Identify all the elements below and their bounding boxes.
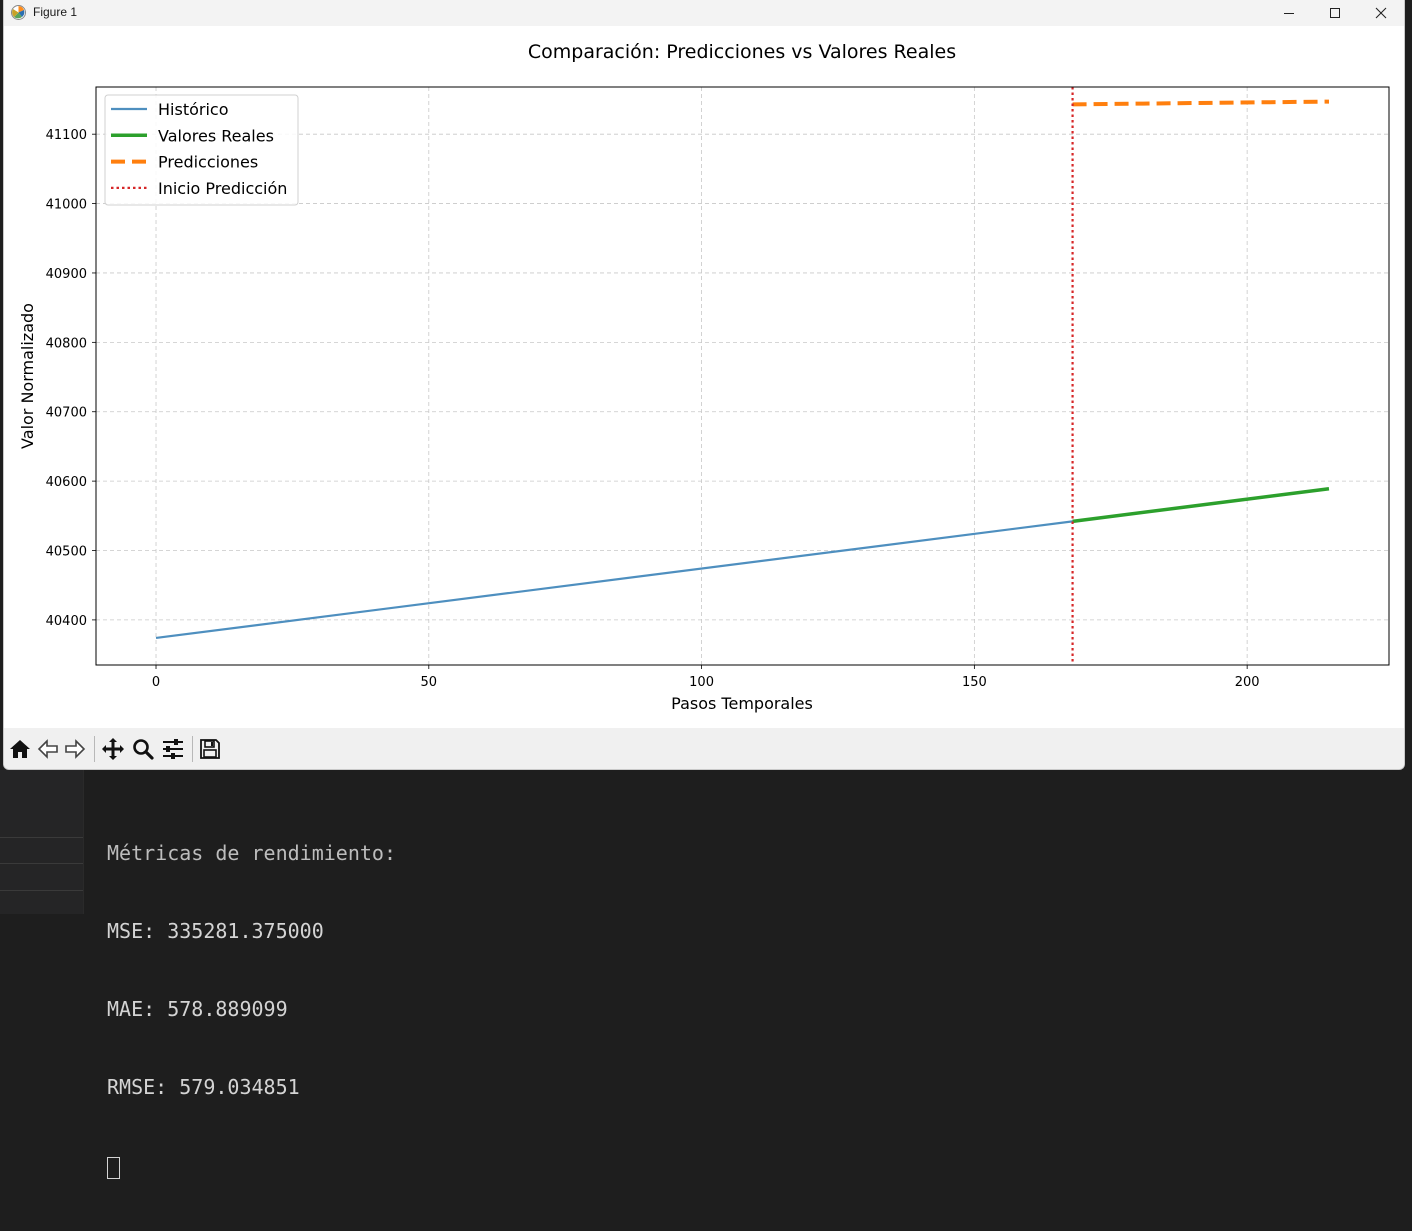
grid: [96, 87, 1389, 665]
navigation-toolbar: [4, 728, 1404, 769]
terminal-sidebar: [0, 770, 84, 914]
x-tick-label: 50: [421, 675, 438, 690]
terminal-panel: Métricas de rendimiento: MSE: 335281.375…: [0, 770, 1412, 1179]
y-tick-label: 40600: [46, 475, 87, 490]
title-bar[interactable]: Figure 1: [4, 0, 1404, 26]
y-tick-label: 40400: [46, 614, 87, 629]
legend-label: Predicciones: [158, 153, 258, 172]
toolbar-separator: [94, 736, 95, 762]
terminal-line: RMSE: 579.034851: [107, 1075, 300, 1099]
series-layer: [155, 87, 1330, 665]
terminal-line: Métricas de rendimiento:: [107, 841, 396, 865]
configure-subplots-button[interactable]: [160, 736, 186, 762]
legend-label: Histórico: [158, 100, 228, 119]
minimize-icon: [1284, 13, 1294, 14]
home-icon: [10, 740, 30, 758]
y-tick-label: 41100: [46, 128, 87, 143]
x-tick-label: 0: [152, 675, 160, 690]
home-button[interactable]: [7, 736, 33, 762]
zoom-button[interactable]: [130, 736, 156, 762]
save-icon: [200, 739, 220, 759]
matplotlib-icon: [10, 4, 27, 21]
zoom-icon: [133, 739, 154, 760]
configure-subplots-icon: [163, 739, 183, 759]
x-axis-label: Pasos Temporales: [671, 694, 813, 713]
y-tick-label: 41000: [46, 198, 87, 213]
pan-button[interactable]: [100, 736, 126, 762]
back-button[interactable]: [35, 736, 61, 762]
minimize-button[interactable]: [1266, 0, 1312, 26]
legend-label: Inicio Predicción: [158, 179, 287, 198]
close-icon: [1375, 7, 1387, 19]
x-tick-label: 200: [1235, 675, 1260, 690]
series-line: [1072, 99, 1330, 107]
y-axis-label: Valor Normalizado: [18, 303, 37, 449]
forward-icon: [65, 739, 86, 759]
maximize-icon: [1330, 8, 1340, 18]
close-button[interactable]: [1358, 0, 1404, 26]
y-tick-label: 40700: [46, 406, 87, 421]
pan-icon: [102, 738, 124, 760]
toolbar-separator: [192, 736, 193, 762]
chart: Comparación: Predicciones vs Valores Rea…: [18, 41, 1390, 713]
y-tick-label: 40500: [46, 545, 87, 560]
x-tick-label: 150: [962, 675, 987, 690]
axes-frame: [95, 86, 1390, 666]
y-tick-label: 40800: [46, 336, 87, 351]
legend: Histórico Valores Reales Predicciones Inici…: [104, 94, 299, 206]
figure-window: Figure 1 Comparación: Predicciones vs Va…: [3, 0, 1405, 770]
legend-label: Valores Reales: [158, 126, 274, 145]
background-window-edge: [1403, 350, 1412, 580]
terminal-line: MSE: 335281.375000: [107, 919, 324, 943]
chart-title: Comparación: Predicciones vs Valores Rea…: [528, 41, 956, 63]
x-tick-label: 100: [689, 675, 714, 690]
window-title: Figure 1: [33, 5, 78, 19]
terminal-output[interactable]: Métricas de rendimiento: MSE: 335281.375…: [107, 788, 396, 1231]
terminal-line: MAE: 578.889099: [107, 997, 288, 1021]
save-button[interactable]: [197, 736, 223, 762]
figure-canvas[interactable]: Comparación: Predicciones vs Valores Rea…: [4, 26, 1404, 728]
y-tick-label: 40900: [46, 267, 87, 282]
forward-button[interactable]: [62, 736, 88, 762]
series-line: [155, 520, 1073, 640]
series-line: [1072, 487, 1330, 524]
terminal-cursor: [107, 1156, 120, 1179]
legend-box: [104, 94, 299, 206]
ticks: 0 50 100 150 200 40400 40500 40600 40700 40800 409…: [46, 128, 1260, 690]
maximize-button[interactable]: [1312, 0, 1358, 26]
back-icon: [37, 739, 58, 759]
